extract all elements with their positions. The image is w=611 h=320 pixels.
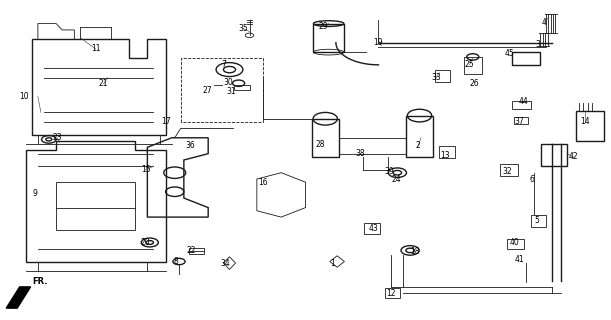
Text: 17: 17 [161, 117, 170, 126]
Text: 25: 25 [465, 60, 475, 69]
Text: 43: 43 [369, 224, 378, 233]
Text: 30: 30 [224, 78, 233, 87]
Text: 14: 14 [580, 117, 590, 126]
Text: 13: 13 [441, 151, 450, 160]
Text: 8: 8 [174, 257, 178, 266]
Text: 29: 29 [319, 22, 329, 31]
Polygon shape [6, 287, 31, 308]
Text: 38: 38 [356, 149, 365, 158]
Text: 42: 42 [568, 152, 578, 161]
Text: 21: 21 [99, 79, 108, 88]
Text: 20: 20 [141, 238, 150, 247]
Text: 22: 22 [186, 246, 196, 255]
Text: 33: 33 [431, 73, 441, 82]
Text: 23: 23 [53, 133, 62, 142]
Text: 37: 37 [514, 117, 524, 126]
Text: 41: 41 [515, 255, 524, 264]
Text: 11: 11 [91, 44, 100, 53]
Text: 15: 15 [141, 165, 150, 174]
Text: 28: 28 [316, 140, 326, 148]
Text: 36: 36 [185, 141, 195, 150]
Text: 31: 31 [227, 87, 236, 96]
Text: 40: 40 [509, 238, 519, 247]
Text: 16: 16 [258, 178, 268, 187]
Text: 39: 39 [384, 167, 394, 176]
Text: 6: 6 [529, 174, 534, 184]
Text: 10: 10 [19, 92, 29, 101]
Text: 35: 35 [238, 24, 247, 33]
Text: 1: 1 [331, 259, 335, 268]
Text: 4: 4 [542, 18, 547, 27]
Text: 32: 32 [503, 167, 512, 176]
Text: 12: 12 [386, 289, 395, 298]
Text: 7: 7 [221, 60, 226, 69]
Text: 2: 2 [415, 141, 420, 150]
Text: 45: 45 [504, 49, 514, 58]
Text: 27: 27 [202, 86, 212, 95]
Text: 19: 19 [374, 38, 383, 47]
Text: 24: 24 [392, 174, 401, 184]
Text: 44: 44 [518, 97, 528, 106]
Text: FR.: FR. [32, 277, 47, 286]
Text: 9: 9 [32, 189, 37, 198]
Text: 34: 34 [221, 259, 230, 268]
Text: 26: 26 [469, 79, 479, 88]
Text: 5: 5 [534, 216, 539, 225]
Text: 18: 18 [410, 247, 420, 257]
Text: 3: 3 [535, 40, 540, 49]
